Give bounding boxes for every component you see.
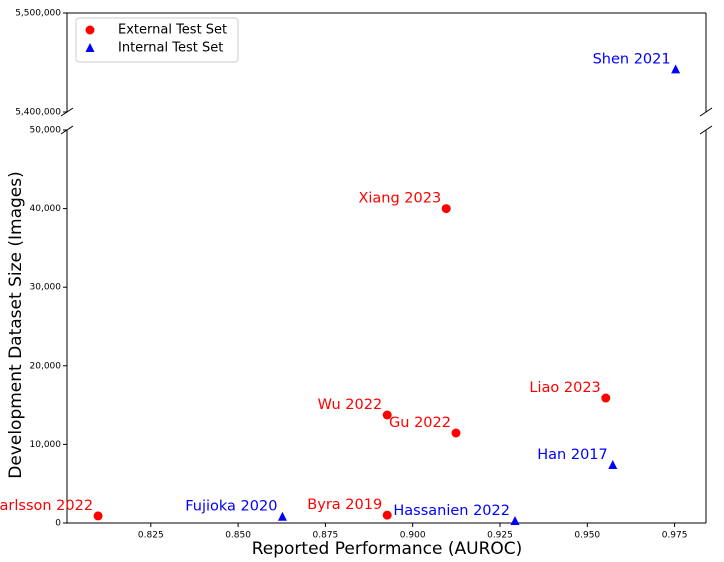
legend-label: Internal Test Set: [118, 41, 223, 56]
legend-label: External Test Set: [118, 23, 227, 38]
point-label: Karlsson 2022: [0, 498, 93, 514]
y-tick-label: 40,000: [30, 204, 62, 214]
data-point: [382, 410, 392, 420]
y-tick-label: 10,000: [30, 440, 62, 450]
point-label: Liao 2023: [529, 380, 600, 396]
x-tick-label: 0.925: [487, 531, 513, 541]
data-point: [608, 459, 618, 469]
x-tick-label: 0.825: [138, 531, 164, 541]
y-tick-label: 20,000: [30, 361, 62, 371]
data-point: [671, 64, 681, 74]
y-axis-label: Development Dataset Size (Images): [6, 171, 26, 479]
axis-break: [699, 125, 713, 135]
x-tick-label: 0.850: [225, 531, 251, 541]
data-point: [601, 393, 611, 403]
point-label: Hassanien 2022: [393, 503, 510, 519]
data-point: [441, 204, 451, 214]
x-axis-label: Reported Performance (AUROC): [252, 539, 523, 559]
x-tick-label: 0.950: [574, 531, 600, 541]
point-label: Fujioka 2020: [185, 499, 277, 515]
x-tick-label: 0.900: [400, 531, 426, 541]
y-tick-label: 5,500,000: [15, 9, 61, 19]
data-point: [510, 516, 520, 526]
data-point: [85, 43, 95, 52]
data-point: [451, 428, 461, 438]
y-tick-label: 30,000: [30, 283, 62, 293]
data-point: [277, 511, 287, 521]
point-label: Byra 2019: [307, 497, 382, 513]
data-point: [382, 510, 392, 520]
y-tick-label: 5,400,000: [15, 108, 61, 118]
point-label: Wu 2022: [318, 397, 383, 413]
data-point: [93, 511, 103, 521]
point-label: Han 2017: [537, 447, 608, 463]
point-label: Shen 2021: [593, 51, 671, 67]
point-label: Gu 2022: [389, 415, 451, 431]
y-tick-label: 0: [55, 519, 61, 529]
point-label: Xiang 2023: [358, 191, 441, 207]
legend-box: [75, 17, 239, 63]
y-tick-label: 50,000: [30, 126, 62, 136]
axis-break: [699, 107, 713, 117]
x-tick-label: 0.975: [662, 531, 688, 541]
x-tick-label: 0.875: [313, 531, 339, 541]
data-point: [85, 25, 95, 35]
